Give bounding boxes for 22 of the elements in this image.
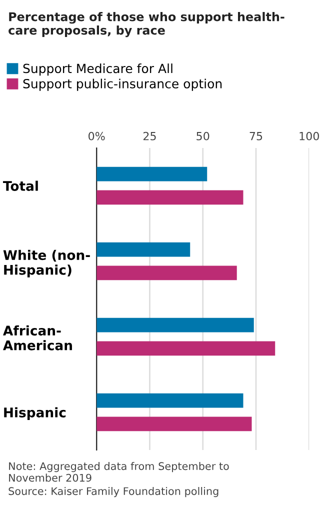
x-tick-label: 25 bbox=[143, 132, 156, 140]
bar bbox=[96, 393, 244, 408]
x-tick-label: 100 bbox=[300, 132, 319, 140]
y-tick-label: Total bbox=[3, 180, 38, 191]
bar bbox=[96, 266, 237, 280]
source-note: Source: Kaiser Family Foundation polling bbox=[8, 487, 218, 498]
y-tick-label: African- American bbox=[3, 325, 72, 350]
legend-label: Support Medicare for All bbox=[23, 64, 172, 76]
text: Note: Aggregated data from September to November 2019 bbox=[9, 462, 229, 482]
x-tick-label: 0% bbox=[88, 132, 105, 140]
bar bbox=[96, 318, 254, 332]
y-tick-label: White (non- Hispanic) bbox=[3, 250, 90, 278]
bar bbox=[96, 242, 190, 257]
bar bbox=[96, 190, 244, 205]
y-tick-label: Hispanic bbox=[4, 407, 66, 420]
bar bbox=[96, 341, 276, 356]
chart-title: Percentage of those who support health- care proposals, by race bbox=[8, 12, 284, 38]
x-tick-label: 50 bbox=[196, 132, 210, 140]
x-tick-label: 75 bbox=[250, 132, 262, 140]
legend-label: Support public-insurance option bbox=[23, 78, 222, 91]
bar bbox=[96, 416, 252, 432]
bar bbox=[96, 166, 208, 182]
